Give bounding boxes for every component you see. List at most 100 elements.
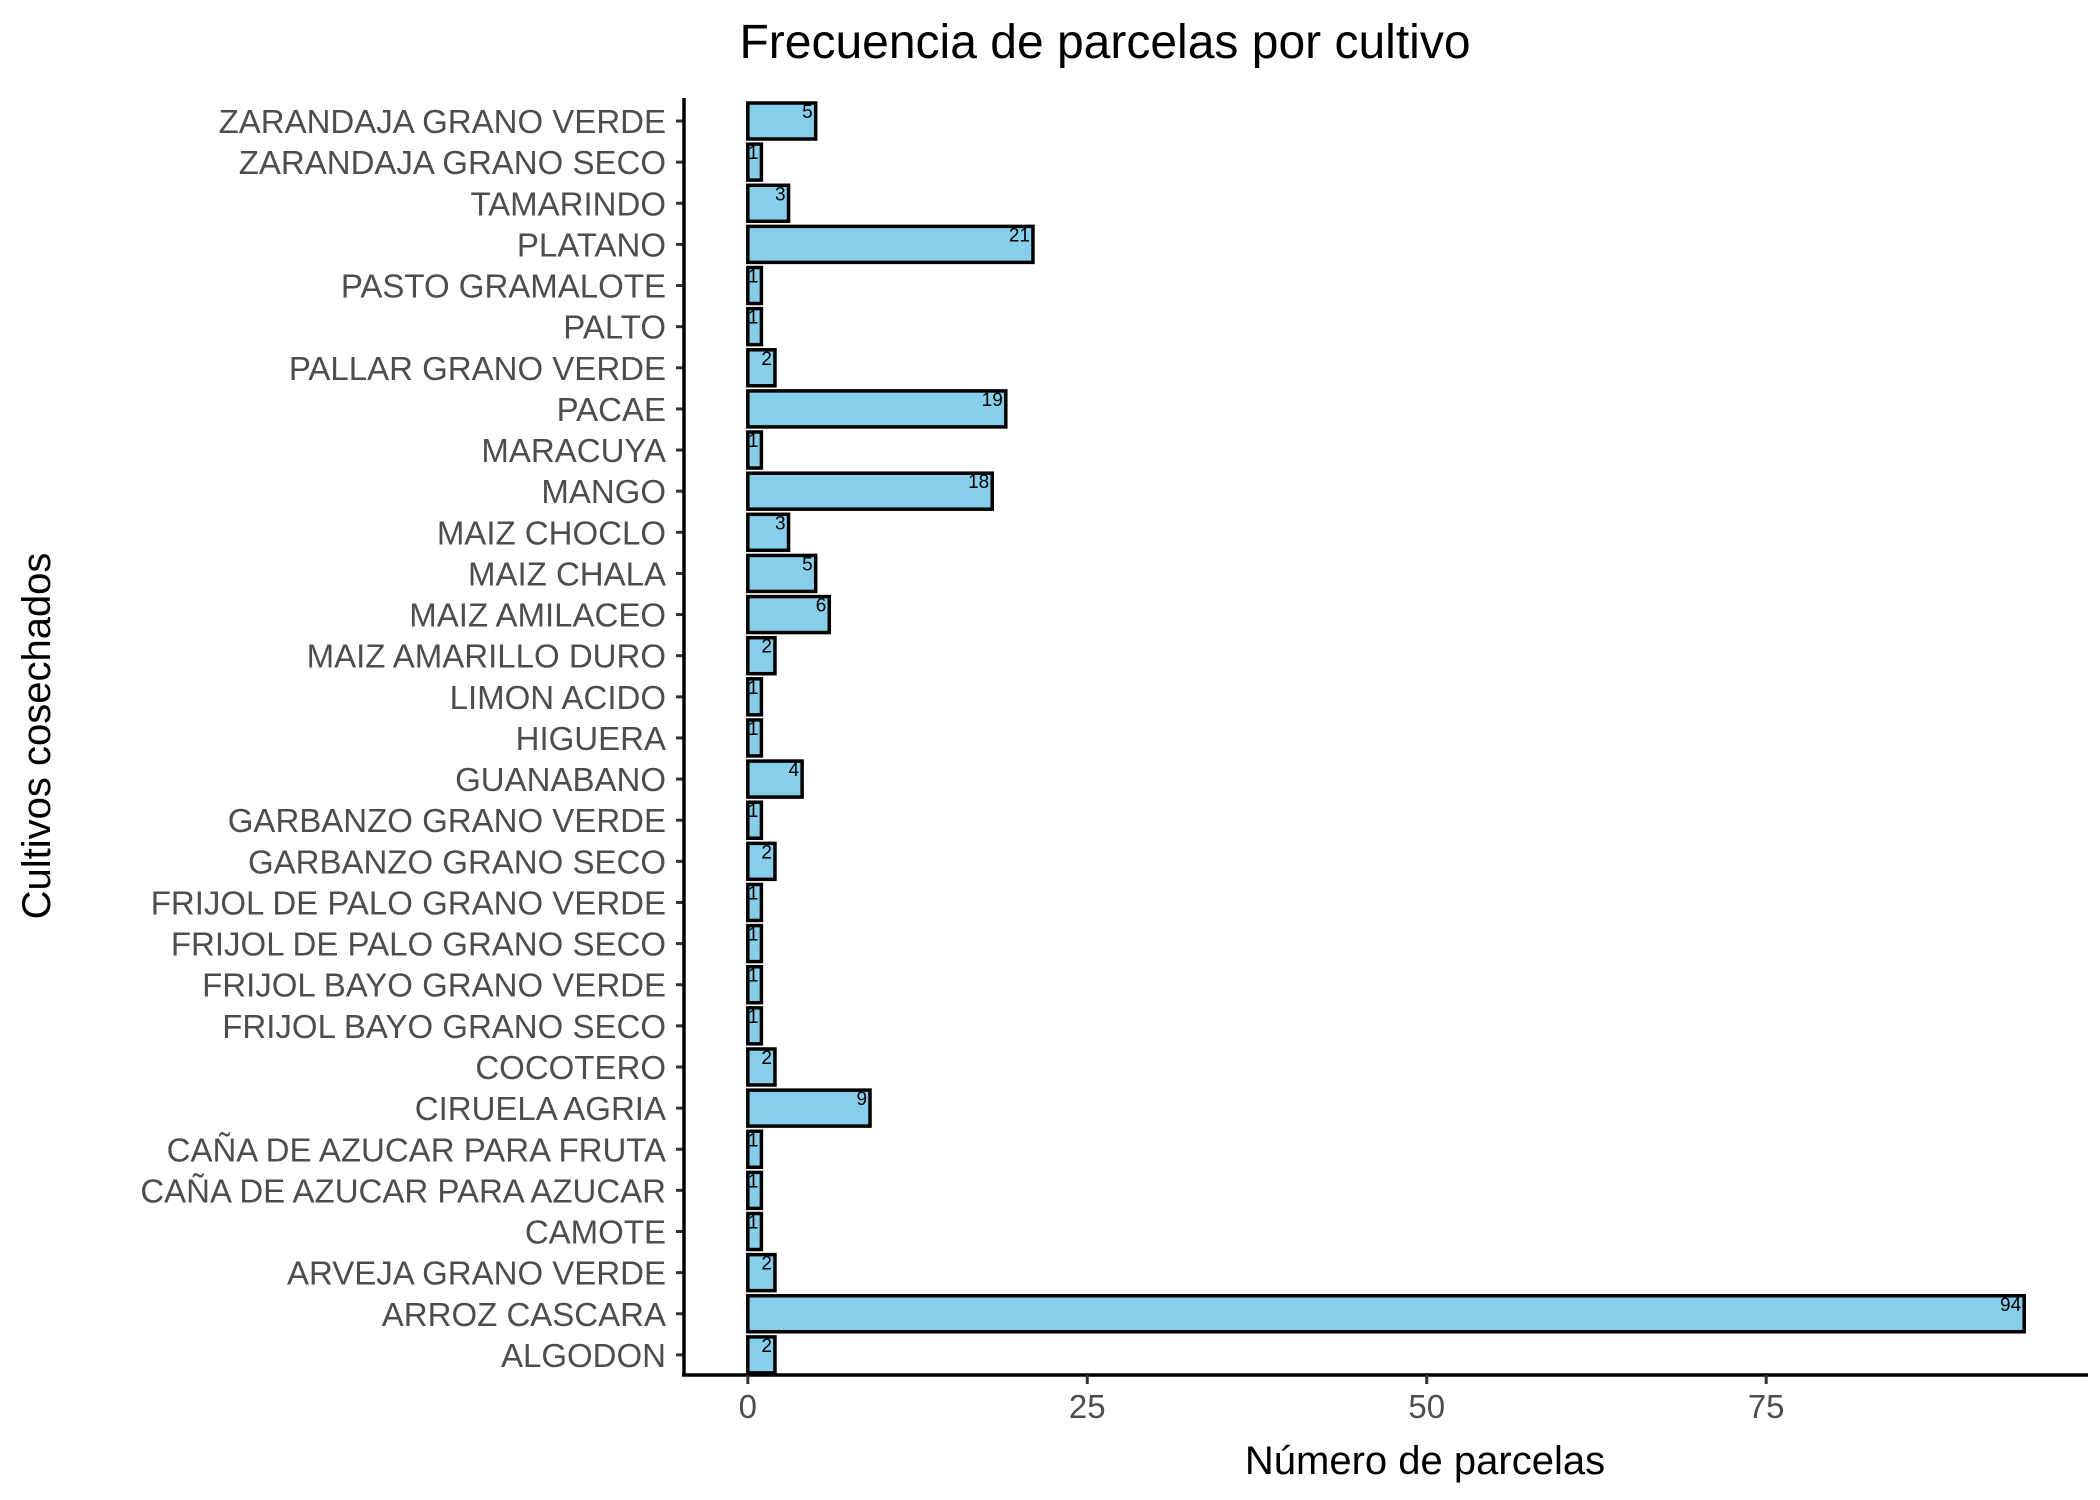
bar-value-label: 18 — [968, 472, 989, 493]
y-tick-label: LIMON ACIDO — [450, 679, 666, 716]
x-tick-label: 0 — [739, 1388, 757, 1425]
y-tick-label: FRIJOL BAYO GRANO SECO — [222, 1008, 666, 1045]
bar-value-label: 3 — [775, 184, 786, 205]
y-tick-label: PALTO — [563, 309, 666, 346]
bar-value-label: 19 — [982, 390, 1003, 411]
y-tick-label: GARBANZO GRANO VERDE — [228, 802, 666, 839]
bar-value-label: 5 — [802, 554, 813, 575]
bar — [746, 389, 1008, 429]
bar-value-label: 2 — [761, 349, 772, 370]
bar — [746, 1335, 777, 1375]
bar-value-label: 2 — [761, 842, 772, 863]
y-tick-label: COCOTERO — [475, 1049, 666, 1086]
y-tick-label: FRIJOL BAYO GRANO VERDE — [202, 967, 666, 1004]
y-tick-label: ARVEJA GRANO VERDE — [287, 1255, 666, 1292]
bar-value-label: 2 — [761, 1254, 772, 1275]
bar — [746, 1294, 2026, 1334]
y-tick-label: MARACUYA — [481, 432, 666, 469]
bar — [746, 101, 818, 141]
bar — [746, 594, 832, 635]
y-tick-label: HIGUERA — [516, 720, 666, 757]
bar — [746, 1252, 777, 1293]
y-tick-label: ALGODON — [501, 1337, 666, 1374]
bar-value-label: 1 — [748, 267, 759, 288]
y-tick-label: CAMOTE — [525, 1214, 666, 1251]
bar-value-label: 1 — [748, 1007, 759, 1028]
y-tick-label: CAÑA DE AZUCAR PARA AZUCAR — [140, 1172, 666, 1209]
bar — [746, 183, 791, 224]
bar — [746, 306, 764, 347]
bar — [746, 265, 764, 306]
y-tick-label: MAIZ CHOCLO — [437, 514, 666, 551]
bar-value-label: 9 — [856, 1089, 867, 1110]
bar — [746, 553, 818, 594]
y-tick-label: MAIZ CHALA — [468, 555, 666, 592]
bar — [746, 635, 777, 676]
x-tick-label: 25 — [1069, 1388, 1106, 1425]
bar — [746, 512, 791, 553]
bar-value-label: 1 — [748, 925, 759, 946]
bar-value-label: 2 — [761, 1048, 772, 1069]
y-tick-label: ZARANDAJA GRANO SECO — [239, 144, 666, 181]
bar-value-label: 21 — [1009, 225, 1030, 246]
y-tick-label: FRIJOL DE PALO GRANO SECO — [171, 926, 666, 963]
bar — [746, 430, 764, 470]
bar-value-label: 94 — [2000, 1295, 2022, 1316]
y-tick-label: CAÑA DE AZUCAR PARA FRUTA — [167, 1131, 666, 1168]
bar — [746, 1129, 764, 1169]
bar-value-label: 1 — [748, 1130, 759, 1151]
bar-value-label: 5 — [802, 102, 813, 123]
bar — [746, 348, 777, 388]
bar-value-label: 1 — [748, 143, 759, 164]
y-tick-label: PALLAR GRANO VERDE — [289, 350, 666, 387]
bar-value-label: 3 — [775, 513, 786, 534]
bar-value-label: 2 — [761, 1336, 772, 1357]
axes-layer: ZARANDAJA GRANO VERDE ZARANDAJA GRANO SEC… — [140, 98, 2088, 1425]
y-tick-label: ARROZ CASCARA — [382, 1296, 666, 1333]
bar-value-label: 1 — [748, 431, 759, 452]
y-tick-label: GARBANZO GRANO SECO — [248, 843, 666, 880]
y-tick-label: PACAE — [557, 391, 666, 428]
y-tick-label: PLATANO — [517, 226, 666, 263]
y-axis-label: Cultivos cosechados — [15, 553, 59, 920]
bar — [746, 1170, 764, 1211]
chart-title: Frecuencia de parcelas por cultivo — [739, 16, 1470, 69]
bar — [746, 800, 764, 840]
x-tick-label: 75 — [1748, 1388, 1785, 1425]
y-tick-label: TAMARINDO — [470, 185, 666, 222]
bar — [746, 224, 1035, 265]
x-tick-label: 50 — [1408, 1388, 1445, 1425]
bar-value-label: 1 — [748, 678, 759, 699]
bar-value-label: 1 — [748, 801, 759, 822]
bar — [746, 964, 764, 1005]
y-tick-label: PASTO GRAMALOTE — [341, 268, 666, 305]
bar — [746, 677, 764, 717]
y-tick-label: MAIZ AMARILLO DURO — [307, 638, 666, 675]
bar-value-label: 1 — [748, 1171, 759, 1192]
bar-value-label: 1 — [748, 1213, 759, 1234]
y-tick-label: FRIJOL DE PALO GRANO VERDE — [151, 884, 666, 921]
bar — [746, 1006, 764, 1046]
bar — [746, 1211, 764, 1252]
bar-value-label: 1 — [748, 883, 759, 904]
bar-value-label: 1 — [748, 966, 759, 987]
bar — [746, 882, 764, 923]
bar-value-label: 1 — [748, 719, 759, 740]
y-tick-label: CIRUELA AGRIA — [415, 1090, 666, 1127]
y-tick-label: ZARANDAJA GRANO VERDE — [219, 103, 666, 140]
bar-value-label: 4 — [789, 760, 800, 781]
bar — [746, 759, 804, 799]
bar — [746, 923, 764, 964]
y-tick-label: MANGO — [541, 473, 666, 510]
bar — [746, 1088, 872, 1128]
bar — [746, 1047, 777, 1087]
bar-value-label: 2 — [761, 637, 772, 658]
y-tick-label: GUANABANO — [455, 761, 666, 798]
x-axis-label: Número de parcelas — [1245, 1439, 1605, 1483]
y-tick-label: MAIZ AMILACEO — [409, 597, 666, 634]
bar — [746, 142, 764, 182]
bar — [746, 471, 994, 511]
